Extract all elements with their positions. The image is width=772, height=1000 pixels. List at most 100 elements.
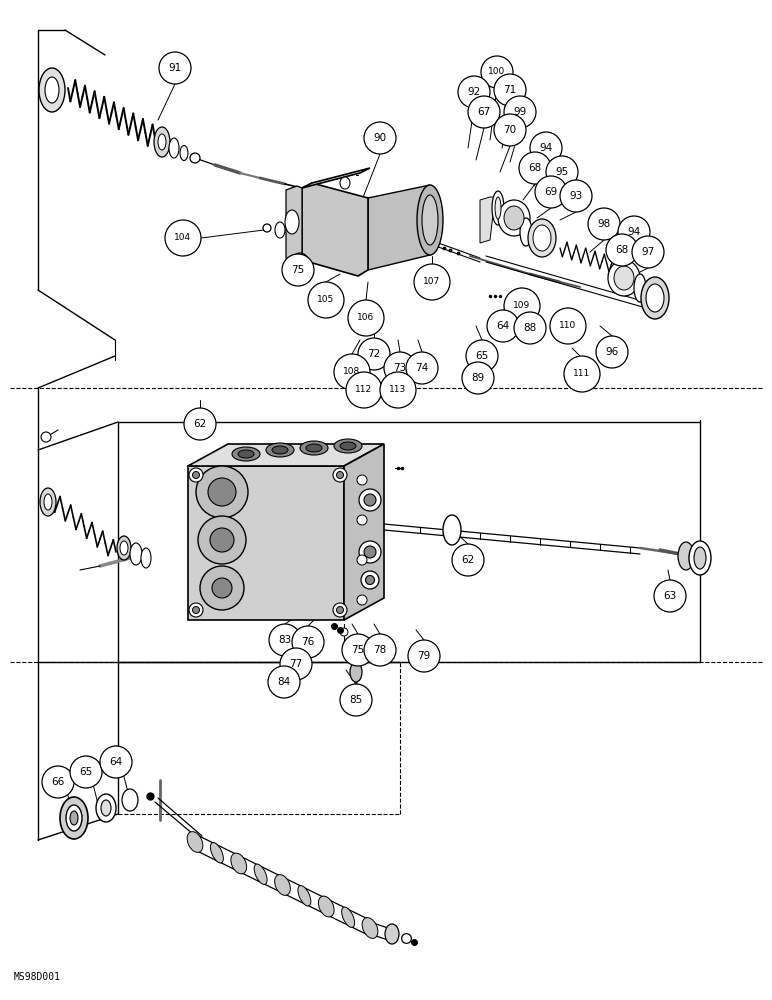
Circle shape — [342, 634, 374, 666]
Polygon shape — [188, 466, 344, 620]
Ellipse shape — [189, 603, 203, 617]
Text: 112: 112 — [355, 385, 373, 394]
Ellipse shape — [238, 450, 254, 458]
Ellipse shape — [361, 571, 379, 589]
Ellipse shape — [285, 210, 299, 234]
Ellipse shape — [96, 794, 116, 822]
Ellipse shape — [495, 197, 501, 219]
Ellipse shape — [192, 472, 199, 479]
Ellipse shape — [154, 127, 170, 157]
Ellipse shape — [533, 225, 551, 251]
Ellipse shape — [359, 541, 381, 563]
Ellipse shape — [340, 628, 348, 636]
Ellipse shape — [40, 488, 56, 516]
Circle shape — [165, 220, 201, 256]
Ellipse shape — [342, 907, 354, 927]
Polygon shape — [368, 185, 430, 270]
Ellipse shape — [231, 853, 246, 874]
Text: 93: 93 — [570, 191, 583, 201]
Ellipse shape — [504, 206, 524, 230]
Ellipse shape — [70, 811, 78, 825]
Text: MS98D001: MS98D001 — [14, 972, 61, 982]
Ellipse shape — [364, 546, 376, 558]
Ellipse shape — [422, 195, 438, 245]
Text: 111: 111 — [574, 369, 591, 378]
Ellipse shape — [333, 468, 347, 482]
Text: 73: 73 — [394, 363, 407, 373]
Circle shape — [308, 282, 344, 318]
Text: 68: 68 — [615, 245, 628, 255]
Ellipse shape — [212, 578, 232, 598]
Ellipse shape — [340, 442, 356, 450]
Ellipse shape — [141, 548, 151, 568]
Circle shape — [519, 152, 551, 184]
Circle shape — [452, 544, 484, 576]
Ellipse shape — [290, 253, 310, 279]
Circle shape — [384, 352, 416, 384]
Circle shape — [481, 56, 513, 88]
Text: 79: 79 — [418, 651, 431, 661]
Circle shape — [546, 156, 578, 188]
Ellipse shape — [130, 543, 142, 565]
Ellipse shape — [192, 606, 199, 613]
Circle shape — [504, 96, 536, 128]
Ellipse shape — [187, 832, 203, 852]
Ellipse shape — [117, 536, 131, 560]
Ellipse shape — [120, 541, 128, 555]
Ellipse shape — [198, 516, 246, 564]
Circle shape — [348, 300, 384, 336]
Text: 105: 105 — [317, 296, 334, 304]
Circle shape — [468, 96, 500, 128]
Ellipse shape — [492, 191, 504, 225]
Text: 75: 75 — [351, 645, 364, 655]
Ellipse shape — [694, 547, 706, 569]
Ellipse shape — [357, 595, 367, 605]
Circle shape — [514, 312, 546, 344]
Ellipse shape — [158, 134, 166, 150]
Text: 88: 88 — [523, 323, 537, 333]
Ellipse shape — [44, 494, 52, 510]
Circle shape — [380, 372, 416, 408]
Circle shape — [530, 132, 562, 164]
Ellipse shape — [350, 662, 362, 682]
Ellipse shape — [334, 439, 362, 453]
Ellipse shape — [362, 918, 378, 938]
Text: 72: 72 — [367, 349, 381, 359]
Circle shape — [268, 666, 300, 698]
Ellipse shape — [634, 274, 646, 302]
Ellipse shape — [641, 277, 669, 319]
Circle shape — [606, 234, 638, 266]
Circle shape — [487, 310, 519, 342]
Circle shape — [408, 640, 440, 672]
Text: 96: 96 — [605, 347, 618, 357]
Text: 100: 100 — [489, 68, 506, 77]
Text: 97: 97 — [642, 247, 655, 257]
Text: 99: 99 — [513, 107, 527, 117]
Ellipse shape — [365, 576, 374, 584]
Text: 91: 91 — [168, 63, 181, 73]
Circle shape — [280, 648, 312, 680]
Circle shape — [190, 153, 200, 163]
Text: 110: 110 — [560, 322, 577, 330]
Ellipse shape — [275, 222, 285, 238]
Text: 104: 104 — [174, 233, 191, 242]
Circle shape — [560, 180, 592, 212]
Ellipse shape — [180, 145, 188, 160]
Text: 83: 83 — [279, 635, 292, 645]
Ellipse shape — [298, 886, 311, 906]
Ellipse shape — [169, 138, 179, 158]
Polygon shape — [480, 197, 495, 243]
Circle shape — [654, 580, 686, 612]
Circle shape — [550, 308, 586, 344]
Ellipse shape — [498, 200, 530, 236]
Ellipse shape — [254, 864, 267, 884]
Polygon shape — [302, 183, 368, 276]
Circle shape — [535, 176, 567, 208]
Ellipse shape — [357, 555, 367, 565]
Text: 76: 76 — [301, 637, 315, 647]
Text: 107: 107 — [423, 277, 441, 286]
Ellipse shape — [614, 266, 634, 290]
Text: 84: 84 — [277, 677, 290, 687]
Circle shape — [263, 224, 271, 232]
Text: 75: 75 — [291, 265, 305, 275]
